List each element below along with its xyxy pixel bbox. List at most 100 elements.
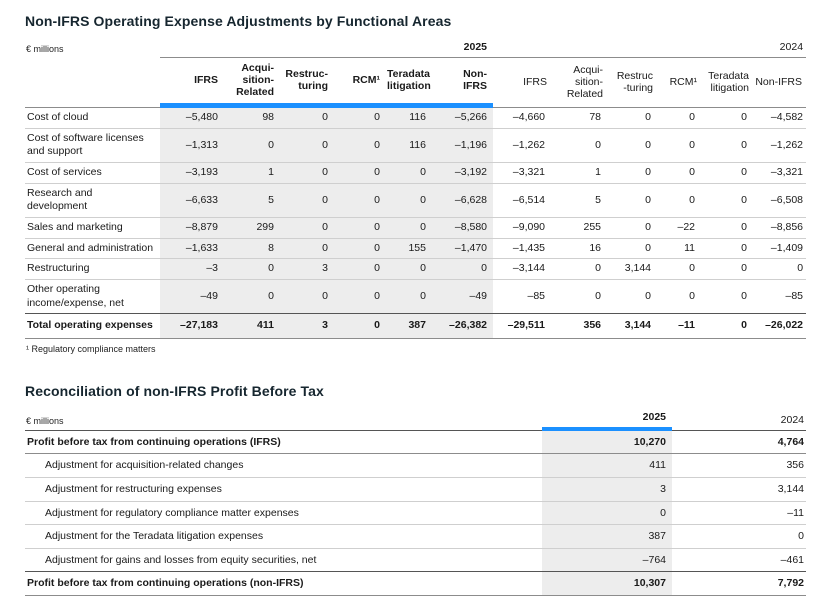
value-2024: 1 [551,163,607,184]
value-2024: –4,660 [493,108,551,129]
row-label: Adjustment for restructuring expenses [25,478,542,502]
value-2025: –1,196 [432,129,493,163]
column-header-2025-1: Acqui-sition-Related [224,58,280,108]
value-2025: 387 [386,314,432,339]
row-label: Other operating income/expense, net [25,280,160,314]
row-label: Adjustment for the Teradata litigation e… [25,525,542,549]
value-2024: 356 [551,314,607,339]
opex-table-row: Sales and marketing–8,879299000–8,580–9,… [25,218,806,239]
column-header-2024-4: Teradatalitigation [701,58,753,108]
value-2025: 0 [280,163,334,184]
opex-table-row: Other operating income/expense, net–4900… [25,280,806,314]
value-2025: –6,633 [160,184,224,218]
value-2025: –49 [432,280,493,314]
value-2024: 356 [672,454,806,478]
value-2025: –8,879 [160,218,224,239]
value-2025: 0 [280,129,334,163]
value-2024: 3,144 [672,478,806,502]
value-2024: –8,856 [753,218,806,239]
opex-table: € millions 2025 2024 IFRSAcqui-sition-Re… [25,41,806,339]
value-2024: 11 [657,239,701,260]
year-label-2024: 2024 [493,41,806,58]
value-2024: –3,321 [753,163,806,184]
pbt-section: Reconciliation of non-IFRS Profit Before… [25,383,806,596]
value-2025: 411 [542,454,672,478]
value-2024: –22 [657,218,701,239]
row-label: Cost of cloud [25,108,160,129]
value-2024: 0 [607,239,657,260]
value-2025: 8 [224,239,280,260]
opex-table-row: Research and development–6,6335000–6,628… [25,184,806,218]
column-header-2024-0: IFRS [493,58,551,108]
value-2024: –4,582 [753,108,806,129]
pbt-adjustment-row: Adjustment for the Teradata litigation e… [25,525,806,549]
opex-section: Non-IFRS Operating Expense Adjustments b… [25,13,806,354]
column-header-2025-4: Teradatalitigation [386,58,432,108]
value-2024: 0 [657,259,701,280]
value-2025: 10,270 [542,431,672,455]
opex-total-row: Total operating expenses–27,18341130387–… [25,314,806,339]
row-label: Sales and marketing [25,218,160,239]
value-2025: 411 [224,314,280,339]
value-2024: 5 [551,184,607,218]
value-2024: –11 [672,502,806,526]
value-2024: 0 [607,280,657,314]
value-2025: 0 [386,280,432,314]
opex-table-row: Cost of software licenses and support –1,… [25,129,806,163]
column-header-2025-2: Restruc-turing [280,58,334,108]
value-2024: 0 [607,184,657,218]
value-2025: 98 [224,108,280,129]
value-2025: 1 [224,163,280,184]
value-2024: –9,090 [493,218,551,239]
value-2024: –1,262 [753,129,806,163]
row-label: Restructuring [25,259,160,280]
row-label: Cost of software licenses and support [25,129,160,163]
value-2024: 0 [607,163,657,184]
value-2024: 0 [701,108,753,129]
column-header-2024-1: Acqui-sition-Related [551,58,607,108]
column-header-2024-2: Restruc-turing [607,58,657,108]
value-2024: 0 [701,314,753,339]
value-2025: 0 [386,184,432,218]
report-page: Non-IFRS Operating Expense Adjustments b… [0,0,828,596]
row-label: Profit before tax from continuing operat… [25,431,542,455]
value-2025: 0 [334,108,386,129]
value-2025: –5,266 [432,108,493,129]
year-label-2025: 2025 [160,41,493,58]
row-label: Adjustment for regulatory compliance mat… [25,502,542,526]
value-2025: 0 [224,259,280,280]
value-2025: 0 [386,259,432,280]
pbt-table: € millions 2025 2024 Profit before tax f… [25,411,806,596]
value-2024: 0 [701,218,753,239]
pbt-title: Reconciliation of non-IFRS Profit Before… [25,383,806,399]
value-2024: –461 [672,549,806,573]
value-2025: 116 [386,129,432,163]
value-2024: –1,409 [753,239,806,260]
value-2024: 0 [657,163,701,184]
value-2025: 0 [280,239,334,260]
value-2024: 0 [607,218,657,239]
value-2025: –27,183 [160,314,224,339]
row-label: General and administration [25,239,160,260]
value-2024: 0 [551,280,607,314]
value-2025: 299 [224,218,280,239]
value-2024: 0 [701,239,753,260]
value-2024: 3,144 [607,259,657,280]
value-2024: 0 [701,129,753,163]
pbt-adjustment-row: Adjustment for restructuring expenses33,… [25,478,806,502]
opex-table-row: General and administration–1,633800155–1… [25,239,806,260]
value-2025: 0 [334,184,386,218]
value-2025: –3,193 [160,163,224,184]
value-2025: –5,480 [160,108,224,129]
value-2025: 0 [334,218,386,239]
empty-corner-cell [25,58,160,108]
value-2025: –1,633 [160,239,224,260]
value-2024: 0 [551,129,607,163]
value-2025: –1,470 [432,239,493,260]
value-2025: 0 [280,184,334,218]
value-2025: 0 [280,108,334,129]
opex-table-row: Cost of services–3,1931000–3,192–3,32110… [25,163,806,184]
value-2024: 0 [657,280,701,314]
value-2025: 0 [334,280,386,314]
value-2024: –11 [657,314,701,339]
